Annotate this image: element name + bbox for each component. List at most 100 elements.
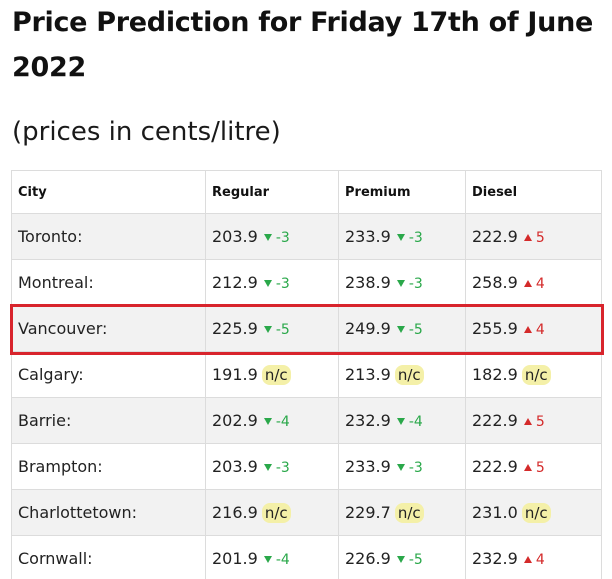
- diesel-price: 255.9: [472, 319, 518, 338]
- premium-cell: 249.9 -5: [338, 305, 466, 352]
- table-row: Charlottetown: 216.9 n/c 229.7 n/c 231.0 n/c: [11, 489, 602, 536]
- table-row: Montreal: 212.9 -3 238.9 -3 258.9 4: [11, 259, 602, 306]
- premium-no-change-badge: n/c: [394, 365, 424, 385]
- premium-change: -5: [408, 552, 423, 568]
- diesel-cell: 232.9 4: [465, 535, 602, 579]
- table-row: Cornwall: 201.9 -4 226.9 -5 232.9 4: [11, 535, 602, 579]
- diesel-cell: 222.9 5: [465, 397, 602, 444]
- premium-price: 238.9: [345, 273, 391, 292]
- regular-price: 202.9: [212, 411, 258, 430]
- triangle-up-icon: [523, 280, 532, 287]
- diesel-change: 5: [535, 230, 545, 246]
- regular-cell: 201.9 -4: [205, 535, 339, 579]
- diesel-cell: 231.0 n/c: [465, 489, 602, 536]
- triangle-down-icon: [263, 234, 272, 241]
- regular-price: 191.9: [212, 365, 258, 384]
- triangle-down-icon: [396, 326, 405, 333]
- premium-cell: 213.9 n/c: [338, 351, 466, 398]
- premium-change: -3: [408, 230, 423, 246]
- regular-cell: 203.9 -3: [205, 213, 339, 260]
- diesel-cell: 182.9 n/c: [465, 351, 602, 398]
- triangle-down-icon: [396, 234, 405, 241]
- diesel-price: 182.9: [472, 365, 518, 384]
- premium-change: -5: [408, 322, 423, 338]
- city-cell: Brampton:: [11, 443, 206, 490]
- premium-price: 226.9: [345, 549, 391, 568]
- regular-cell: 202.9 -4: [205, 397, 339, 444]
- triangle-down-icon: [263, 556, 272, 563]
- diesel-change: 4: [535, 276, 545, 292]
- triangle-up-icon: [523, 556, 532, 563]
- premium-price: 249.9: [345, 319, 391, 338]
- regular-cell: 216.9 n/c: [205, 489, 339, 536]
- triangle-down-icon: [263, 280, 272, 287]
- regular-change: -4: [275, 552, 290, 568]
- premium-cell: 233.9 -3: [338, 443, 466, 490]
- table-row: Brampton: 203.9 -3 233.9 -3 222.9 5: [11, 443, 602, 490]
- city-cell: Vancouver:: [11, 305, 206, 352]
- city-cell: Charlottetown:: [11, 489, 206, 536]
- price-table: City Regular Premium Diesel Toronto: 203.…: [11, 170, 602, 579]
- diesel-cell: 222.9 5: [465, 213, 602, 260]
- diesel-price: 258.9: [472, 273, 518, 292]
- regular-change: -3: [275, 230, 290, 246]
- premium-cell: 229.7 n/c: [338, 489, 466, 536]
- diesel-cell: 255.9 4: [465, 305, 602, 352]
- table-body: Toronto: 203.9 -3 233.9 -3 222.9 5 Montreal: 212…: [11, 213, 602, 579]
- premium-cell: 233.9 -3: [338, 213, 466, 260]
- triangle-down-icon: [396, 418, 405, 425]
- diesel-cell: 258.9 4: [465, 259, 602, 306]
- premium-cell: 238.9 -3: [338, 259, 466, 306]
- regular-price: 203.9: [212, 227, 258, 246]
- triangle-down-icon: [263, 464, 272, 471]
- premium-change: -3: [408, 276, 423, 292]
- table-row: Calgary: 191.9 n/c 213.9 n/c 182.9 n/c: [11, 351, 602, 398]
- diesel-no-change-badge: n/c: [521, 503, 551, 523]
- regular-change: -5: [275, 322, 290, 338]
- regular-change: -4: [275, 414, 290, 430]
- diesel-change: 4: [535, 552, 545, 568]
- regular-price: 212.9: [212, 273, 258, 292]
- regular-no-change-badge: n/c: [261, 503, 291, 523]
- regular-price: 225.9: [212, 319, 258, 338]
- city-cell: Barrie:: [11, 397, 206, 444]
- triangle-down-icon: [263, 418, 272, 425]
- diesel-price: 222.9: [472, 457, 518, 476]
- regular-price: 216.9: [212, 503, 258, 522]
- city-cell: Cornwall:: [11, 535, 206, 579]
- premium-no-change-badge: n/c: [394, 503, 424, 523]
- diesel-cell: 222.9 5: [465, 443, 602, 490]
- diesel-no-change-badge: n/c: [521, 365, 551, 385]
- triangle-up-icon: [523, 418, 532, 425]
- premium-cell: 226.9 -5: [338, 535, 466, 579]
- diesel-price: 222.9: [472, 227, 518, 246]
- regular-cell: 191.9 n/c: [205, 351, 339, 398]
- header-city: City: [11, 170, 206, 214]
- premium-change: -3: [408, 460, 423, 476]
- table-row: Vancouver: 225.9 -5 249.9 -5 255.9 4: [11, 305, 602, 352]
- city-cell: Calgary:: [11, 351, 206, 398]
- page-title: Price Prediction for Friday 17th of June…: [12, 7, 594, 83]
- triangle-down-icon: [396, 464, 405, 471]
- premium-cell: 232.9 -4: [338, 397, 466, 444]
- diesel-change: 5: [535, 414, 545, 430]
- regular-cell: 212.9 -3: [205, 259, 339, 306]
- regular-cell: 203.9 -3: [205, 443, 339, 490]
- regular-change: -3: [275, 276, 290, 292]
- table-row: Toronto: 203.9 -3 233.9 -3 222.9 5: [11, 213, 602, 260]
- triangle-up-icon: [523, 464, 532, 471]
- premium-price: 233.9: [345, 457, 391, 476]
- triangle-down-icon: [263, 326, 272, 333]
- header-regular: Regular: [205, 170, 339, 214]
- header-premium: Premium: [338, 170, 466, 214]
- triangle-down-icon: [396, 556, 405, 563]
- diesel-change: 4: [535, 322, 545, 338]
- triangle-up-icon: [523, 234, 532, 241]
- premium-price: 232.9: [345, 411, 391, 430]
- regular-no-change-badge: n/c: [261, 365, 291, 385]
- regular-change: -3: [275, 460, 290, 476]
- premium-price: 213.9: [345, 365, 391, 384]
- premium-price: 229.7: [345, 503, 391, 522]
- diesel-price: 222.9: [472, 411, 518, 430]
